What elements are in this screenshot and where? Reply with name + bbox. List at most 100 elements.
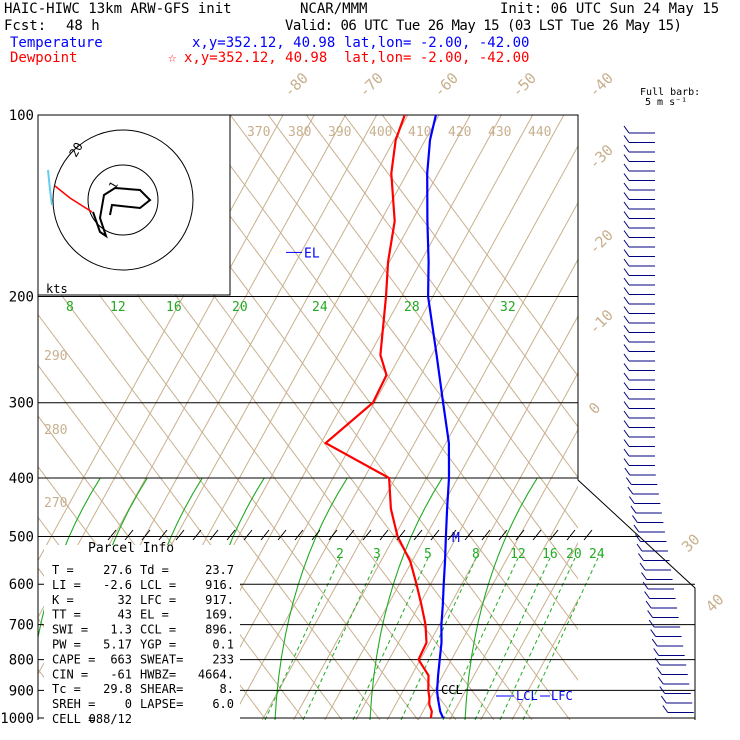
theta-label: 400 bbox=[369, 125, 392, 140]
hatch-mark bbox=[277, 529, 287, 541]
dry-adiabat bbox=[305, 115, 578, 479]
parcel-row-label: SHEAR= bbox=[140, 682, 183, 696]
theta-label: 370 bbox=[247, 125, 270, 140]
mixing-ratio-line bbox=[499, 557, 576, 720]
theta-label: 430 bbox=[488, 125, 511, 140]
mixing-ratio-line bbox=[302, 557, 379, 720]
hodograph-trace-low bbox=[92, 186, 152, 239]
header-fcst-value: 48 h bbox=[66, 18, 100, 34]
dewpoint-trace bbox=[323, 115, 433, 719]
wind-barb-flag bbox=[623, 344, 630, 352]
isotherm bbox=[417, 428, 578, 720]
legend-dew-loc: x,y=352.12, 40.98 bbox=[184, 50, 328, 66]
parcel-row-value: -61 bbox=[110, 667, 132, 681]
wind-barb-flag bbox=[625, 477, 632, 485]
wind-barb-flag bbox=[623, 439, 630, 447]
wind-barb-flag bbox=[623, 420, 630, 428]
pressure-tick-label: 600 bbox=[9, 577, 34, 593]
wind-barb-flag bbox=[641, 572, 647, 580]
mixing-ratio-label: 24 bbox=[312, 300, 328, 315]
hodograph-box bbox=[37, 114, 231, 296]
dry-adiabat bbox=[38, 313, 343, 720]
isotherm-label: -80 bbox=[280, 69, 312, 101]
header-valid: Valid: 06 UTC Tue 26 May 15 (03 LST Tue … bbox=[285, 18, 682, 34]
mixing-ratio-label: 32 bbox=[500, 300, 516, 315]
hatch-mark bbox=[311, 529, 321, 541]
wind-barb-flag bbox=[623, 458, 630, 466]
isotherm-label: -60 bbox=[430, 69, 462, 101]
hatch-mark bbox=[209, 529, 219, 541]
el-label: EL bbox=[304, 246, 320, 261]
parcel-row-value: -2.6 bbox=[103, 578, 132, 592]
temperature-trace bbox=[426, 115, 451, 719]
theta-label: 420 bbox=[448, 125, 471, 140]
dry-adiabat bbox=[267, 115, 578, 529]
mixing-ratio-label: 28 bbox=[404, 300, 420, 315]
barb-key-line1: Full barb: bbox=[640, 87, 700, 98]
isotherm bbox=[355, 315, 578, 720]
mixing-ratio-line bbox=[474, 557, 551, 720]
parcel-row-value: 4664. bbox=[198, 667, 234, 681]
hatch-mark bbox=[583, 529, 593, 541]
parcel-row-value: 43 bbox=[118, 608, 132, 622]
pressure-tick-label: 800 bbox=[9, 653, 34, 669]
hodograph-trace-mid bbox=[54, 185, 93, 213]
isotherm bbox=[449, 485, 578, 720]
wind-barb-flag bbox=[659, 686, 666, 694]
parcel-row-value: 917. bbox=[205, 593, 234, 607]
wind-barb-flag bbox=[623, 258, 630, 267]
hatch-mark bbox=[515, 529, 525, 541]
parcel-row-label: SWEAT= bbox=[140, 652, 183, 666]
wind-barb-flag bbox=[633, 524, 640, 533]
hatch-mark bbox=[498, 529, 508, 541]
mixing-ratio-line bbox=[442, 557, 519, 720]
wind-barb-flag bbox=[656, 667, 663, 675]
parcel-info-title: Parcel Info bbox=[88, 541, 174, 556]
mixing-ratio-line bbox=[352, 557, 429, 720]
wind-barb-flag bbox=[623, 401, 630, 409]
moist-adiabat bbox=[369, 478, 651, 720]
wind-barb-flag bbox=[623, 239, 630, 248]
wind-barb-flag bbox=[623, 353, 630, 362]
parcel-row-value: 663 bbox=[110, 652, 132, 666]
hatch-mark bbox=[192, 529, 202, 541]
wind-barb-flag bbox=[623, 154, 630, 162]
parcel-row-value: 0.1 bbox=[212, 638, 234, 652]
parcel-row-label: CCL = bbox=[140, 623, 176, 637]
hatch-mark bbox=[464, 529, 474, 541]
isotherm bbox=[511, 598, 578, 720]
theta-label: 390 bbox=[328, 125, 351, 140]
wind-barb-flag bbox=[635, 534, 641, 542]
parcel-row-label: LFC = bbox=[140, 593, 176, 607]
hatch-mark bbox=[549, 529, 559, 541]
ccl-label: CCL bbox=[441, 683, 463, 697]
wind-barb-flag bbox=[623, 296, 630, 305]
hatch-mark bbox=[328, 529, 338, 541]
wind-barb-flag bbox=[623, 448, 630, 457]
wind-barb-flag bbox=[623, 429, 630, 438]
mixing-ratio-label: 16 bbox=[542, 547, 558, 562]
wind-barb-flag bbox=[662, 705, 669, 713]
header-org: NCAR/MMM bbox=[300, 1, 368, 17]
parcel-row-value: 169. bbox=[205, 608, 234, 622]
wind-barb-flag bbox=[648, 619, 655, 628]
wind-barb-flag bbox=[623, 391, 630, 400]
parcel-row-label: LAPSE= bbox=[140, 697, 183, 711]
pressure-tick-label: 200 bbox=[9, 290, 34, 306]
wind-barb-flag bbox=[654, 657, 661, 666]
theta-label: 380 bbox=[288, 125, 311, 140]
dry-adiabat bbox=[229, 115, 578, 580]
hatch-mark bbox=[260, 529, 270, 541]
legend-dew-label: Dewpoint bbox=[10, 50, 78, 66]
legend-temp-latlon: lat,lon= -2.00, -42.00 bbox=[344, 35, 530, 51]
hatch-mark bbox=[362, 529, 372, 541]
isotherm bbox=[230, 115, 565, 720]
isotherm bbox=[261, 144, 578, 720]
theta-label: 440 bbox=[528, 125, 551, 140]
parcel-row-value: 32 bbox=[118, 593, 132, 607]
lfc-label: LFC bbox=[551, 689, 573, 703]
pressure-tick-label: 100 bbox=[9, 108, 34, 124]
mixing-ratio-line bbox=[400, 557, 477, 720]
wind-barb-flag bbox=[623, 163, 630, 172]
parcel-row-value: 23.7 bbox=[205, 563, 234, 577]
